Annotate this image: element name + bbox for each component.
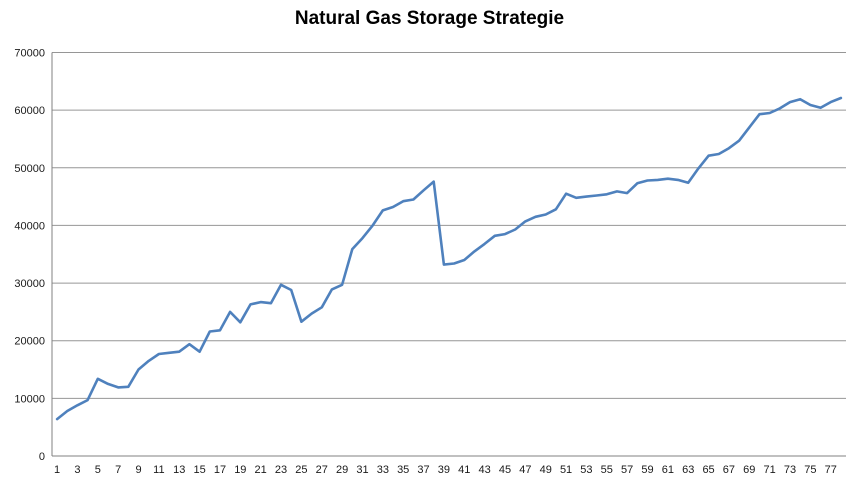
x-axis-tick-label: 75 (804, 464, 816, 476)
x-axis-tick-label: 59 (641, 464, 653, 476)
x-axis-tick-label: 39 (438, 464, 450, 476)
x-axis-tick-label: 23 (275, 464, 287, 476)
y-axis-tick-label: 0 (39, 451, 45, 463)
x-axis-tick-label: 7 (115, 464, 121, 476)
x-axis-tick-label: 41 (458, 464, 470, 476)
x-axis-tick-label: 73 (784, 464, 796, 476)
x-axis-tick-label: 21 (255, 464, 267, 476)
y-axis-tick-label: 30000 (14, 278, 45, 290)
chart-title: Natural Gas Storage Strategie (294, 8, 565, 29)
x-axis-tick-label: 63 (682, 464, 694, 476)
x-axis-tick-label: 55 (601, 464, 613, 476)
y-axis-tick-label: 20000 (14, 336, 45, 348)
y-axis-tick-label: 40000 (14, 220, 45, 232)
x-axis-tick-label: 57 (621, 464, 633, 476)
x-axis-tick-label: 25 (295, 464, 307, 476)
x-axis-tick-label: 67 (723, 464, 735, 476)
x-axis-tick-label: 61 (662, 464, 674, 476)
x-axis-tick-label: 43 (479, 464, 491, 476)
x-axis-tick-label: 71 (764, 464, 776, 476)
x-axis-tick-label: 65 (702, 464, 714, 476)
x-axis-tick-label: 47 (519, 464, 531, 476)
x-axis-tick-label: 27 (316, 464, 328, 476)
x-axis-tick-label: 35 (397, 464, 409, 476)
x-axis-tick-label: 49 (540, 464, 552, 476)
x-axis-tick-label: 11 (153, 464, 164, 476)
x-axis-tick-label: 3 (74, 464, 80, 476)
x-axis-tick-label: 51 (560, 464, 572, 476)
x-axis-tick-label: 77 (825, 464, 837, 476)
x-axis-tick-label: 15 (193, 464, 205, 476)
x-axis-tick-label: 29 (336, 464, 348, 476)
series-line (55, 96, 843, 421)
x-axis-tick-label: 5 (95, 464, 101, 476)
y-axis-tick-label: 60000 (14, 105, 45, 117)
x-axis-tick-label: 17 (214, 464, 226, 476)
x-axis-tick-label: 9 (135, 464, 141, 476)
x-axis-tick-label: 37 (417, 464, 429, 476)
y-axis-tick-label: 10000 (14, 393, 45, 405)
x-axis-tick-label: 69 (743, 464, 755, 476)
y-axis-tick-label: 70000 (14, 48, 45, 60)
x-axis-tick-label: 13 (173, 464, 185, 476)
x-axis-tick-label: 1 (54, 464, 60, 476)
x-axis-tick-label: 19 (234, 464, 246, 476)
x-axis-tick-label: 45 (499, 464, 511, 476)
y-axis-tick-label: 50000 (14, 163, 45, 175)
x-axis-tick-label: 33 (377, 464, 389, 476)
x-axis-tick-label: 31 (356, 464, 368, 476)
x-axis-tick-label: 53 (580, 464, 592, 476)
